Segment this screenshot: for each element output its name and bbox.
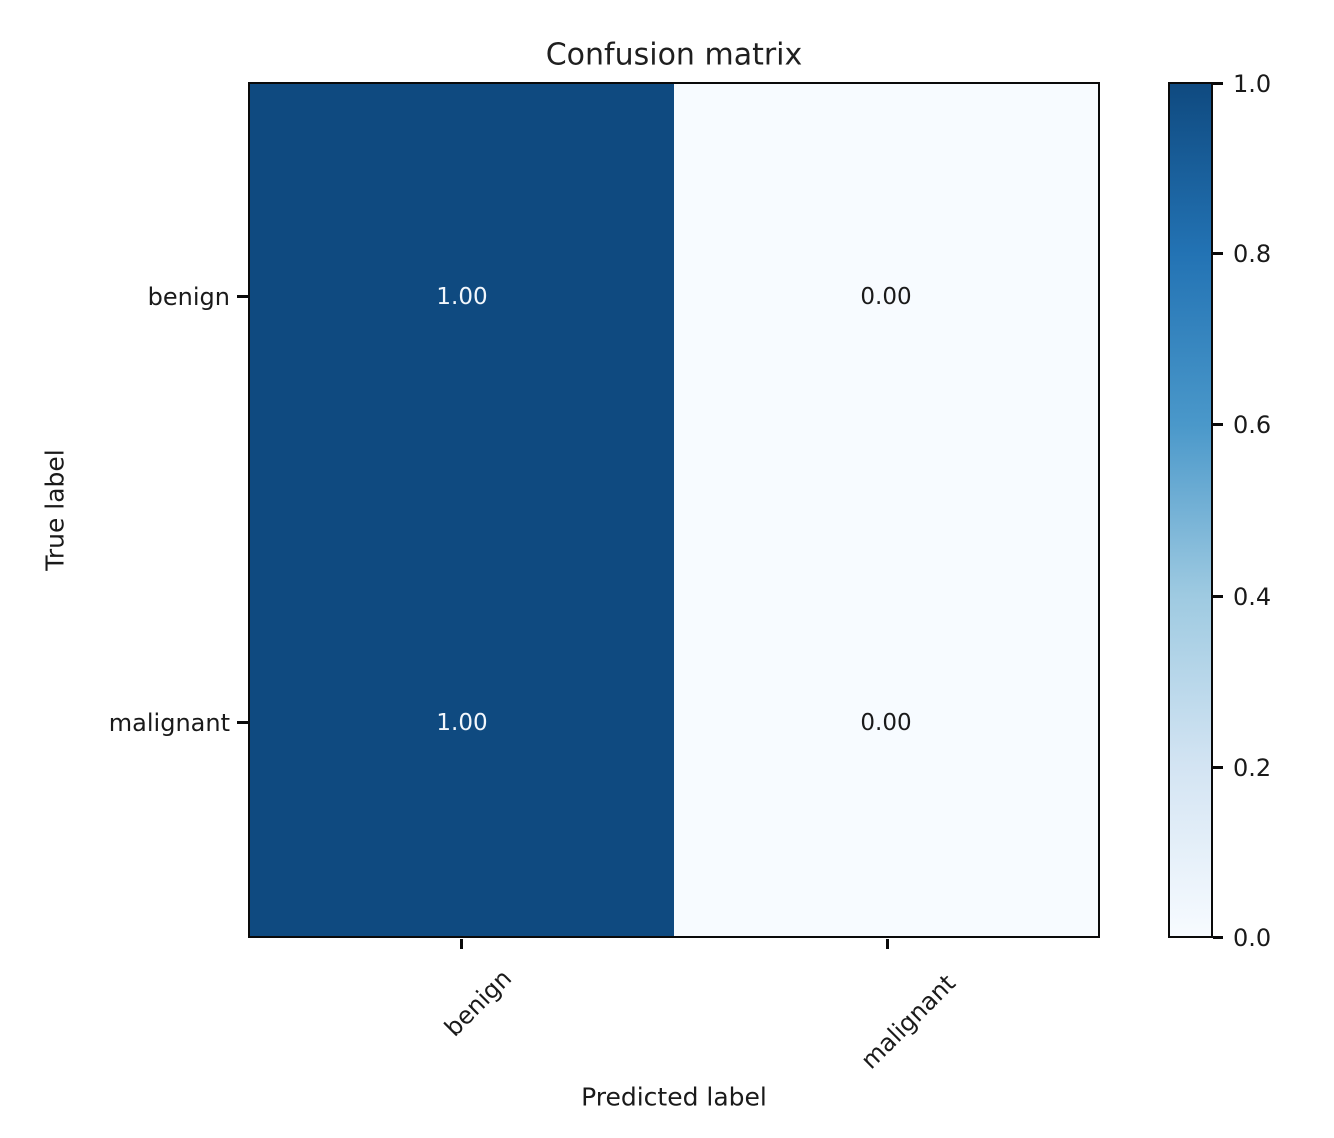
colorbar-tick-mark: [1213, 82, 1223, 85]
cell-value: 0.00: [860, 710, 912, 736]
cell-true-malignant-pred-malignant: 0.00: [674, 510, 1098, 936]
x-tick-label-benign: benign: [438, 964, 517, 1043]
cell-value: 1.00: [436, 284, 488, 310]
y-tick-label-benign: benign: [147, 283, 230, 311]
x-axis-label: Predicted label: [581, 1082, 767, 1112]
cell-true-benign-pred-malignant: 0.00: [674, 84, 1098, 510]
y-tick-label-malignant: malignant: [108, 709, 230, 737]
chart-title: Confusion matrix: [545, 37, 803, 73]
colorbar-tick-mark: [1213, 423, 1223, 426]
y-tick-mark: [237, 295, 248, 298]
colorbar-tick-mark: [1213, 252, 1223, 255]
x-tick-mark: [460, 939, 463, 949]
cell-value: 0.00: [860, 284, 912, 310]
y-tick-mark: [237, 721, 248, 724]
cell-true-benign-pred-benign: 1.00: [250, 84, 674, 510]
colorbar-tick-label: 0.6: [1233, 411, 1272, 439]
x-tick-label-malignant: malignant: [855, 969, 961, 1075]
colorbar-tick-label: 1.0: [1233, 70, 1272, 98]
colorbar-tick-label: 0.0: [1233, 924, 1272, 952]
x-tick-mark: [886, 939, 889, 949]
cell-true-malignant-pred-benign: 1.00: [250, 510, 674, 936]
cell-value: 1.00: [436, 710, 488, 736]
colorbar-tick-mark: [1213, 936, 1223, 939]
y-axis-label: True label: [40, 449, 70, 571]
colorbar-tick-label: 0.8: [1233, 240, 1272, 268]
colorbar-tick-mark: [1213, 766, 1223, 769]
colorbar-tick-label: 0.4: [1233, 583, 1272, 611]
colorbar-gradient: [1168, 82, 1213, 938]
colorbar-tick-label: 0.2: [1233, 754, 1272, 782]
heatmap-plot-area: 1.00 0.00 1.00 0.00: [248, 82, 1100, 938]
colorbar-tick-mark: [1213, 595, 1223, 598]
